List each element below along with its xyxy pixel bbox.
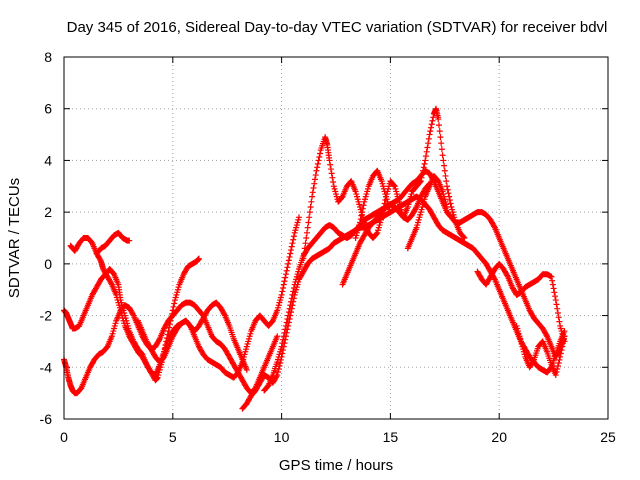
data-point [422, 157, 429, 164]
data-point-fill [240, 194, 567, 411]
y-axis-label: SDTVAR / TECUs [6, 178, 23, 298]
y-tick-label: 8 [44, 49, 52, 65]
y-tick-label: -6 [40, 411, 53, 427]
data-point [300, 255, 307, 262]
data-point-fill [353, 168, 393, 239]
series-track-12 [513, 322, 568, 379]
series-track-7 [261, 167, 568, 394]
data-point [426, 131, 433, 138]
data-point [287, 250, 294, 257]
x-tick-label: 0 [60, 429, 68, 445]
series-track-8 [300, 105, 468, 262]
x-tick-label: 5 [169, 429, 177, 445]
data-point-fill [261, 168, 567, 393]
series-track-10 [352, 167, 394, 241]
x-tick-label: 25 [600, 429, 616, 445]
x-tick-label: 15 [383, 429, 399, 445]
data-point-fill [94, 230, 132, 256]
series-track-4 [93, 229, 133, 257]
data-point [282, 322, 289, 329]
data-point-fill [135, 300, 250, 372]
series-track-5 [134, 299, 250, 373]
data-point-fill [405, 173, 450, 250]
x-axis-label: GPS time / hours [279, 457, 393, 474]
y-tick-label: 6 [44, 101, 52, 117]
data-point [561, 333, 568, 340]
y-tick-label: -4 [40, 359, 53, 375]
y-tick-label: -2 [40, 308, 53, 324]
x-tick-label: 10 [274, 429, 290, 445]
data-point [439, 152, 446, 159]
series-track-11 [474, 260, 568, 345]
data-point [287, 302, 294, 309]
series-track-6 [239, 193, 568, 412]
data-point [304, 224, 311, 231]
tick-labels: 0 5 10 15 20 25 -6 -4 -2 0 2 4 6 8 [40, 49, 616, 445]
data-point [313, 167, 320, 174]
data-point [552, 297, 559, 304]
y-tick-label: 2 [44, 204, 52, 220]
plot-frame [63, 56, 609, 420]
data-point-fill [301, 106, 467, 257]
x-tick-label: 20 [491, 429, 507, 445]
chart-title: Day 345 of 2016, Sidereal Day-to-day VTE… [67, 19, 608, 36]
data-points [61, 105, 568, 412]
y-tick-label: 0 [44, 256, 52, 272]
data-point [557, 353, 564, 360]
y-tick-label: 4 [44, 152, 52, 168]
data-point [443, 183, 450, 190]
data-point-fill [61, 256, 202, 383]
data-point [282, 271, 289, 278]
series-track-1 [61, 255, 202, 384]
data-point-fill [514, 325, 567, 377]
series-track-13 [404, 172, 450, 252]
data-point [309, 193, 316, 200]
data-point-fill [475, 261, 567, 342]
